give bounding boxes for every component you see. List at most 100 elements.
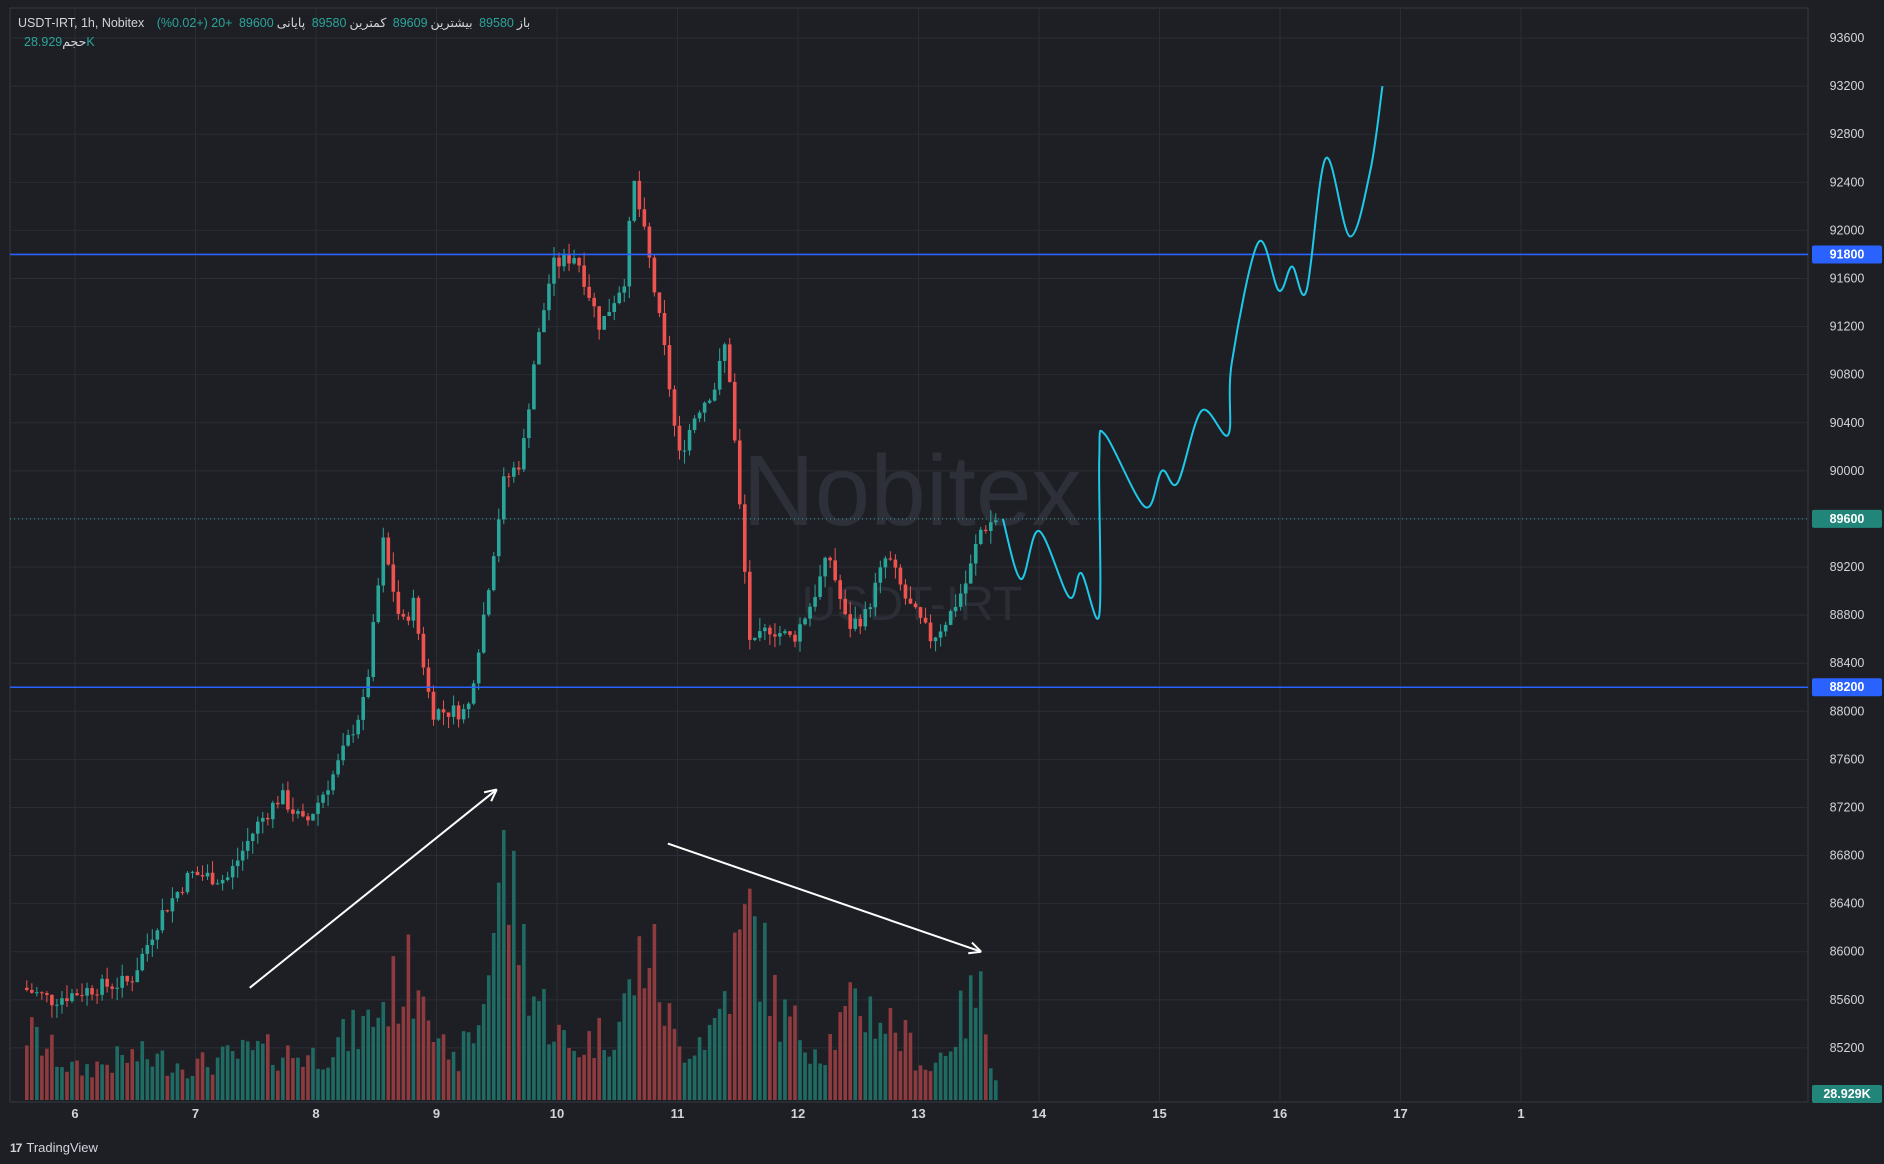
volume-bar	[903, 1019, 908, 1100]
candle-body	[386, 537, 391, 565]
candle-body	[476, 652, 481, 684]
price-tick-label: 90800	[1830, 368, 1865, 382]
volume-bar	[411, 1018, 416, 1100]
volume-bar	[742, 904, 747, 1100]
volume-bar	[843, 1005, 847, 1100]
volume-bar	[235, 1058, 240, 1100]
candle-body	[230, 866, 235, 878]
price-tick-label: 90400	[1830, 416, 1865, 430]
price-axis: 85200 85600 86000 86400 86800 87200 87600 88000…	[1812, 31, 1882, 1103]
volume-legend: حجم28.929K	[18, 34, 95, 49]
volume-bar	[250, 1050, 255, 1100]
candle-body	[165, 910, 170, 912]
volume-bar	[572, 1050, 576, 1100]
candle-body	[155, 930, 160, 940]
candle-body	[978, 529, 983, 544]
price-tick-label: 92800	[1830, 127, 1865, 141]
volume-bar	[813, 1049, 817, 1100]
volume-bar	[637, 936, 642, 1100]
volume-bar	[245, 1041, 250, 1100]
volume-bar	[994, 1080, 998, 1100]
volume-bar	[110, 1072, 114, 1100]
volume-bar	[210, 1074, 215, 1100]
volume-bar	[989, 1068, 993, 1100]
volume-bar	[225, 1045, 230, 1100]
candle-body	[647, 226, 652, 258]
volume-bar	[883, 1033, 888, 1100]
candle-body	[255, 821, 260, 834]
volume-bar	[416, 990, 421, 1100]
candle-body	[948, 611, 953, 625]
candle-body	[356, 719, 360, 735]
candle-body	[185, 872, 190, 893]
candle-body	[65, 998, 69, 1002]
volume-bar	[908, 1032, 913, 1100]
candle-body	[577, 258, 581, 266]
volume-bar	[260, 1043, 265, 1100]
candle-body	[968, 563, 973, 584]
candle-body	[306, 816, 310, 821]
candle-body	[326, 790, 330, 795]
low-label: کمترین	[349, 16, 387, 30]
candle-body	[296, 811, 300, 814]
tradingview-footer[interactable]: 17 TradingView	[10, 1140, 98, 1155]
volume-bar	[682, 1062, 687, 1100]
last-price-tag-bg	[1812, 509, 1882, 528]
candle-body	[391, 564, 396, 592]
candle-body	[798, 624, 802, 642]
candle-body	[441, 709, 446, 713]
volume-bar	[346, 1051, 350, 1100]
candle-body	[426, 667, 431, 692]
candle-body	[788, 631, 792, 635]
candle-body	[281, 790, 285, 805]
candle-body	[527, 409, 531, 439]
volume-bar	[828, 1034, 832, 1100]
candle-body	[481, 614, 486, 653]
volume-bar	[923, 1069, 928, 1100]
candle-body	[175, 891, 180, 899]
volume-bar	[326, 1067, 330, 1100]
candle-body	[813, 596, 817, 607]
candle-body	[507, 476, 511, 478]
volume-bar	[748, 888, 752, 1100]
volume-bar	[527, 1015, 531, 1100]
volume-bar	[215, 1057, 220, 1100]
volume-bar	[255, 1040, 260, 1100]
volume-bar	[266, 1034, 270, 1100]
price-tick-label: 86000	[1830, 945, 1865, 959]
price-tick-label: 91200	[1830, 320, 1865, 334]
candle-body	[637, 180, 642, 210]
volume-bar	[491, 932, 496, 1100]
candle-body	[30, 989, 34, 993]
candle-body	[421, 633, 426, 668]
candle-body	[622, 286, 627, 293]
candle-body	[496, 519, 501, 557]
candle-body	[908, 598, 913, 604]
tradingview-brand: TradingView	[26, 1140, 98, 1155]
volume-bar	[55, 1066, 59, 1100]
volume-bar	[647, 967, 652, 1100]
high-value: 89609	[392, 16, 428, 30]
candle-body	[501, 476, 506, 520]
volume-bar	[823, 1065, 827, 1100]
volume-bar	[105, 1064, 109, 1100]
volume-bar	[737, 929, 742, 1100]
volume-bar	[557, 1024, 561, 1100]
time-tick-label: 6	[71, 1106, 78, 1121]
volume-bar	[481, 1004, 486, 1100]
candle-body	[160, 910, 165, 931]
candle-body	[70, 993, 74, 1002]
candle-body	[682, 450, 687, 452]
candle-body	[687, 429, 692, 451]
volume-bar	[90, 1077, 94, 1100]
volume-bar	[396, 1023, 401, 1100]
volume-bar	[587, 1031, 591, 1100]
candle-body	[617, 292, 622, 304]
low-value: 89580	[311, 16, 347, 30]
candle-body	[727, 344, 732, 382]
candle-body	[883, 558, 888, 568]
volume-bar	[115, 1046, 119, 1100]
volume-bar	[25, 1045, 29, 1100]
volume-bar	[552, 1041, 556, 1100]
